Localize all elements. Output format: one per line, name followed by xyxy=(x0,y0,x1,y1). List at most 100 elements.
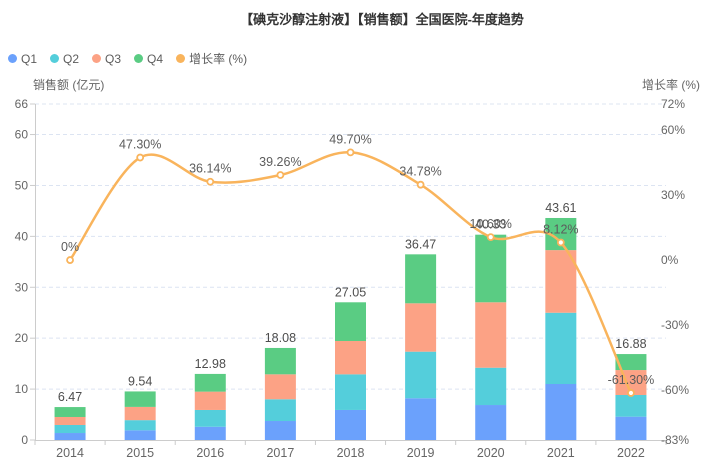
legend-item-q3[interactable]: Q3 xyxy=(92,52,121,66)
y-axis-tick-label: 40 xyxy=(15,229,29,243)
bar-segment-q3-2019[interactable] xyxy=(405,303,437,352)
legend-item-growth-rate[interactable]: 增长率 (%) xyxy=(176,50,247,67)
bar-segment-q3-2018[interactable] xyxy=(335,340,366,375)
bar-segment-q4-2015[interactable] xyxy=(124,391,156,407)
bar-segment-q4-2018[interactable] xyxy=(335,302,366,341)
growth-rate-marker-2016[interactable] xyxy=(206,177,215,186)
legend: Q1 Q2 Q3 Q4 增长率 (%) xyxy=(8,50,247,67)
legend-item-label: 增长率 (%) xyxy=(189,52,248,66)
bar-segment-q2-2018[interactable] xyxy=(335,374,366,410)
bar-segment-q1-2021[interactable] xyxy=(545,384,577,440)
bar-segment-q1-2018[interactable] xyxy=(335,409,366,440)
bar-total-label: 6.47 xyxy=(58,390,82,404)
growth-rate-marker-2021[interactable] xyxy=(556,238,565,247)
y-axis-tick-label: 30 xyxy=(15,280,29,294)
bar-segment-q4-2020[interactable] xyxy=(475,234,507,303)
bar-segment-q4-2014[interactable] xyxy=(54,407,86,417)
legend-item-label: Q3 xyxy=(105,51,122,66)
bar-segment-q2-2020[interactable] xyxy=(475,367,507,406)
y2-axis-tick-label: -30% xyxy=(661,318,689,332)
y-axis-tick-label: 60 xyxy=(15,128,29,142)
bar-segment-q3-2014[interactable] xyxy=(54,416,86,425)
y2-axis-tick-label: -83% xyxy=(661,433,689,447)
y2-axis-tick-label: 72% xyxy=(661,97,685,111)
legend-item-q2[interactable]: Q2 xyxy=(50,52,79,66)
bar-segment-q1-2014[interactable] xyxy=(54,433,86,440)
growth-rate-marker-2017[interactable] xyxy=(276,171,285,179)
growth-rate-label: 34.78% xyxy=(399,165,441,179)
bar-total-label: 16.88 xyxy=(615,337,646,351)
bar-segment-q3-2015[interactable] xyxy=(124,406,156,421)
y2-axis-tick-label: 60% xyxy=(661,123,685,137)
bar-total-label: 36.47 xyxy=(405,237,436,251)
y-axis-tick-label: 50 xyxy=(15,178,29,192)
x-axis-category-label: 2014 xyxy=(56,446,84,460)
y-axis-title-right: 增长率 (%) xyxy=(642,78,700,92)
y-axis-tick-label: 0 xyxy=(21,433,28,447)
bar-segment-q2-2014[interactable] xyxy=(54,424,86,434)
growth-rate-marker-2014[interactable] xyxy=(66,256,74,264)
bar-total-label: 9.54 xyxy=(128,374,152,388)
bar-total-label: 27.05 xyxy=(335,285,366,299)
bar-segment-q3-2020[interactable] xyxy=(475,302,507,368)
growth-rate-marker-2022[interactable] xyxy=(627,389,635,397)
growth-rate-marker-2015[interactable] xyxy=(136,153,145,162)
bar-segment-q3-2017[interactable] xyxy=(264,374,296,400)
legend-item-label: Q2 xyxy=(63,51,80,66)
bar-segment-q4-2017[interactable] xyxy=(264,347,296,375)
bar-segment-q1-2017[interactable] xyxy=(264,421,296,440)
growth-rate-label: 0% xyxy=(61,240,79,254)
bar-segment-q2-2017[interactable] xyxy=(264,399,296,422)
bar-segment-q1-2020[interactable] xyxy=(475,405,507,440)
bar-segment-q1-2015[interactable] xyxy=(124,430,156,440)
y2-axis-tick-label: 30% xyxy=(661,188,685,202)
growth-rate-label: 36.14% xyxy=(189,162,231,176)
x-axis-category-label: 2022 xyxy=(617,446,645,460)
bar-segment-q3-2016[interactable] xyxy=(194,391,226,410)
bar-segment-q2-2015[interactable] xyxy=(124,420,156,431)
growth-rate-marker-2020[interactable] xyxy=(486,233,495,241)
growth-rate-marker-2019[interactable] xyxy=(416,180,425,189)
x-axis-category-label: 2017 xyxy=(266,446,294,460)
y2-axis-tick-label: -60% xyxy=(661,383,689,397)
bar-segment-q4-2016[interactable] xyxy=(194,373,226,392)
legend-item-q4[interactable]: Q4 xyxy=(134,52,163,66)
growth-rate-label: 47.30% xyxy=(119,138,161,152)
bar-segment-q2-2022[interactable] xyxy=(615,394,647,417)
legend-dot-icon xyxy=(176,54,186,63)
legend-item-q1[interactable]: Q1 xyxy=(8,52,37,66)
bar-total-label: 40.33 xyxy=(475,218,506,232)
y-axis-tick-label: 66 xyxy=(15,97,29,111)
legend-dot-icon xyxy=(8,54,17,63)
bar-segment-q4-2019[interactable] xyxy=(405,254,437,304)
growth-rate-label: 49.70% xyxy=(329,132,371,146)
bar-segment-q1-2016[interactable] xyxy=(194,426,226,440)
bar-segment-q2-2021[interactable] xyxy=(545,312,577,384)
growth-rate-label: 8.12% xyxy=(543,222,578,236)
bar-segment-q4-2022[interactable] xyxy=(615,354,647,371)
x-axis-category-label: 2021 xyxy=(547,446,575,460)
bar-segment-q2-2016[interactable] xyxy=(194,409,226,427)
legend-item-label: Q4 xyxy=(147,51,164,66)
x-axis-category-label: 2019 xyxy=(407,446,435,460)
legend-dot-icon xyxy=(92,54,102,63)
x-axis-category-label: 2015 xyxy=(126,446,154,460)
y-axis-tick-label: 20 xyxy=(15,331,29,345)
y-axis-tick-label: 10 xyxy=(15,382,29,396)
growth-rate-label: -61.30% xyxy=(608,373,655,387)
legend-dot-icon xyxy=(134,54,144,63)
y2-axis-tick-label: 0% xyxy=(661,253,679,267)
legend-dot-icon xyxy=(50,54,60,63)
x-axis-category-label: 2020 xyxy=(477,446,505,460)
y-axis-title-left: 销售额 (亿元) xyxy=(33,78,105,92)
bar-total-label: 43.61 xyxy=(545,201,576,215)
bar-segment-q1-2019[interactable] xyxy=(405,398,437,440)
bar-segment-q2-2019[interactable] xyxy=(405,351,437,399)
x-axis-category-label: 2018 xyxy=(337,446,365,460)
bar-segment-q3-2021[interactable] xyxy=(545,250,577,313)
growth-rate-marker-2018[interactable] xyxy=(346,148,355,157)
bar-total-label: 18.08 xyxy=(265,331,296,345)
bar-segment-q1-2022[interactable] xyxy=(615,416,647,440)
